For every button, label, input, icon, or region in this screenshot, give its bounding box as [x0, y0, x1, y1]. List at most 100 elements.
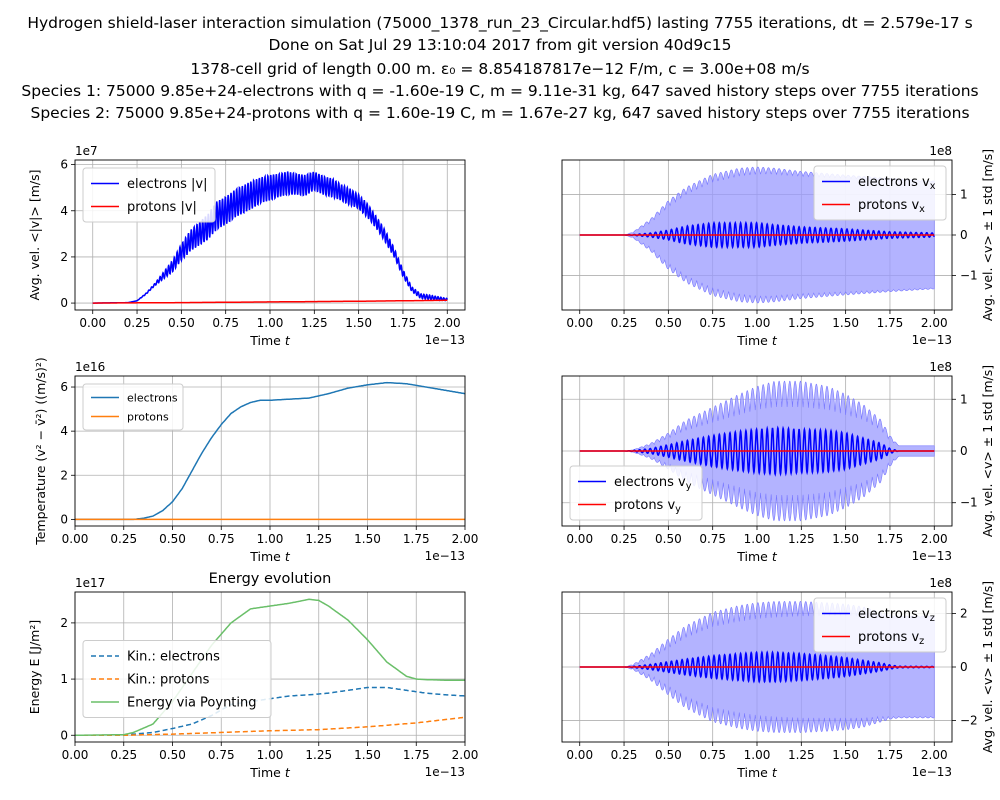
x-tick-label: 0.50	[655, 748, 682, 762]
legend-box	[569, 465, 703, 521]
x-tick-label: 1.25	[788, 316, 815, 330]
x-tick-label: 1.25	[305, 748, 332, 762]
legend-label: Kin.: protons	[127, 673, 210, 688]
x-tick-label: 0.25	[611, 748, 638, 762]
x-tick-label: 1.75	[877, 748, 904, 762]
legend-box	[813, 597, 947, 653]
y-axis-label: Avg. vel. <v> ± 1 std [m/s]	[980, 581, 995, 753]
legend-label: protons |v|	[127, 200, 197, 215]
y-tick-label: 0	[960, 228, 968, 242]
x-tick-label: 1.00	[257, 316, 284, 330]
y-tick-label: 1	[960, 392, 968, 406]
legend-label: electrons vz	[858, 607, 935, 624]
y-tick-label: −1	[960, 269, 978, 283]
series-line-avg_abs_velocity-1	[92, 299, 448, 304]
y-offset-text: 1e7	[75, 144, 98, 158]
y-tick-label: −2	[960, 714, 978, 728]
series-line-temperature-0	[75, 381, 465, 521]
legend-vz: electrons vz protons vz	[813, 597, 947, 653]
x-tick-label: 1.50	[345, 316, 372, 330]
legend-label: protons vy	[614, 498, 681, 515]
x-tick-label: 0.50	[655, 532, 682, 546]
y-offset-text: 1e8	[929, 576, 952, 590]
y-offset-text: 1e17	[75, 576, 105, 590]
x-tick-label: 1.25	[788, 748, 815, 762]
y-tick-label: 2	[60, 468, 68, 482]
y-offset-text: 1e8	[929, 360, 952, 374]
legend-temperature: electrons protons	[82, 383, 184, 431]
x-tick-label: 1.75	[390, 316, 417, 330]
chart-title: Energy evolution	[209, 571, 332, 587]
x-tick-label: 1.50	[832, 316, 859, 330]
x-tick-label: 0.25	[611, 532, 638, 546]
x-axis-label: Time t	[736, 333, 778, 348]
x-axis-label: Time t	[249, 333, 291, 348]
legend-box	[82, 167, 216, 223]
x-tick-label: 2.00	[921, 316, 948, 330]
x-tick-label: 0.25	[110, 532, 137, 546]
x-tick-label: 0.75	[208, 748, 235, 762]
x-tick-label: 0.75	[212, 316, 239, 330]
x-tick-label: 0.25	[110, 748, 137, 762]
x-tick-label: 0.75	[208, 532, 235, 546]
legend-label: protons	[127, 410, 169, 423]
x-tick-label: 1.50	[832, 748, 859, 762]
x-tick-label: 0.00	[62, 532, 89, 546]
x-tick-label: 2.00	[452, 748, 479, 762]
legend-label: Kin.: electrons	[127, 650, 220, 665]
x-tick-label: 0.00	[62, 748, 89, 762]
x-tick-label: 0.50	[655, 316, 682, 330]
x-axis-label: Time t	[249, 549, 291, 564]
legend-label: electrons	[127, 391, 178, 404]
plot-area-avg_abs_velocity	[92, 171, 449, 304]
x-tick-label: 1.75	[403, 748, 430, 762]
y-tick-label: 0	[60, 728, 68, 742]
legend-avg_abs_velocity: electrons |v| protons |v|	[82, 167, 216, 223]
x-offset-text: 1e−13	[912, 549, 952, 563]
x-tick-label: 2.00	[434, 316, 461, 330]
x-tick-label: 0.50	[168, 316, 195, 330]
legend-box	[82, 640, 272, 718]
figure-title-line-2: Done on Sat Jul 29 13:10:04 2017 from gi…	[268, 36, 732, 54]
figure-title-line-5: Species 2: 75000 9.85e+24-protons with q…	[30, 104, 970, 122]
y-tick-label: 2	[60, 616, 68, 630]
series-line-energy-1	[75, 716, 465, 737]
y-tick-label: 0	[60, 512, 68, 526]
x-tick-label: 1.50	[354, 748, 381, 762]
series-line-energy-2	[75, 598, 465, 737]
y-tick-label: 2	[60, 250, 68, 264]
y-tick-label: 6	[60, 380, 68, 394]
y-tick-label: 1	[60, 672, 68, 686]
x-tick-label: 0.00	[79, 316, 106, 330]
x-tick-label: 2.00	[921, 532, 948, 546]
y-tick-label: 2	[960, 606, 968, 620]
y-axis-label: Avg. vel. <v> ± 1 std [m/s]	[980, 365, 995, 537]
x-tick-label: 1.50	[832, 532, 859, 546]
legend-vx: electrons vx protons vx	[813, 165, 947, 221]
chart-vx: 0.00 0.25 0.50 0.75 1.00 1.25 1.50 1.75 2.00 −1 0 1…	[561, 144, 995, 348]
x-tick-label: 1.25	[301, 316, 328, 330]
series-line-vy-0	[579, 425, 935, 477]
series-line-vz-0	[579, 650, 935, 684]
figure-title-line-3: 1378-cell grid of length 0.00 m. ε₀ = 8.…	[190, 60, 810, 78]
legend-label: electrons vx	[858, 175, 936, 192]
x-axis-label: Time t	[249, 765, 291, 780]
x-offset-text: 1e−13	[912, 765, 952, 779]
y-offset-text: 1e8	[929, 144, 952, 158]
x-tick-label: 1.00	[257, 748, 284, 762]
x-tick-label: 0.75	[699, 316, 726, 330]
y-tick-label: 6	[60, 158, 68, 172]
x-tick-label: 0.25	[611, 316, 638, 330]
y-tick-label: −1	[960, 496, 978, 510]
x-tick-label: 1.00	[744, 748, 771, 762]
x-tick-label: 2.00	[452, 532, 479, 546]
x-tick-label: 1.50	[354, 532, 381, 546]
legend-label: protons vx	[858, 198, 925, 215]
y-tick-label: 0	[960, 660, 968, 674]
x-tick-label: 2.00	[921, 748, 948, 762]
legend-energy: Kin.: electrons Kin.: protons Energy via P…	[82, 640, 272, 718]
x-tick-label: 0.00	[566, 748, 593, 762]
chart-temperature: 0.00 0.25 0.50 0.75 1.00 1.25 1.50 1.75 2.00 0 2 4 6…	[33, 357, 478, 564]
x-tick-label: 0.75	[699, 748, 726, 762]
y-tick-label: 0	[960, 444, 968, 458]
